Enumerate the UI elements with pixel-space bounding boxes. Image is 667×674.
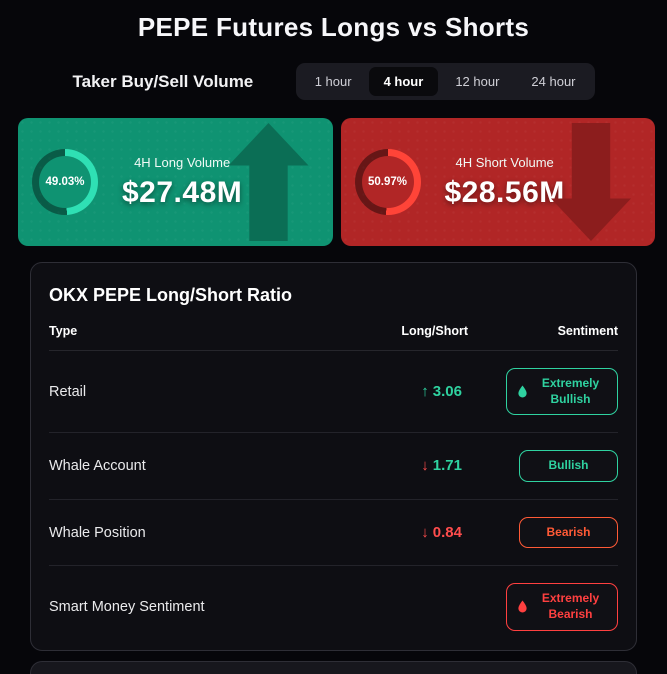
long-volume-text: 4H Long Volume $27.48M	[122, 155, 242, 210]
up-trend-icon: ↑	[421, 383, 429, 401]
sentiment-badge-label: Extremely Bullish	[541, 376, 600, 406]
row-sentiment-cell: Extremely Bullish	[468, 368, 618, 416]
long-volume-label: 4H Long Volume	[134, 154, 231, 170]
long-percent-label: 49.03%	[45, 176, 85, 188]
short-volume-card: 50.97% 4H Short Volume $28.56M	[340, 118, 655, 246]
volume-cards-row: 49.03% 4H Long Volume $27.48M 50.97% 4H …	[18, 118, 655, 246]
row-type-label: Whale Position	[49, 524, 146, 541]
tab-1-hour[interactable]: 1 hour	[314, 74, 352, 89]
row-ratio-value: ↑ 3.06	[338, 383, 468, 400]
table-row-smart-money: Smart Money Sentiment Extremely Bearish	[49, 566, 618, 647]
tab-4-hour[interactable]: 4 hour	[368, 67, 439, 96]
ratio-number: 3.06	[432, 383, 462, 401]
long-donut-chart: 49.03%	[32, 149, 98, 215]
ratio-number: 1.71	[432, 457, 462, 475]
ratio-number: 0.84	[432, 524, 462, 542]
table-header-row: Type Long/Short Sentiment	[49, 324, 618, 351]
column-header-type: Type	[49, 324, 78, 338]
timeframe-tab-group: 1 hour 4 hour 12 hour 24 hour	[295, 63, 595, 100]
taker-volume-label: Taker Buy/Sell Volume	[72, 71, 254, 91]
tab-24-hour[interactable]: 24 hour	[531, 74, 576, 89]
row-type-label: Retail	[49, 383, 87, 400]
sentiment-badge: Extremely Bullish	[506, 368, 618, 416]
column-header-long-short: Long/Short	[401, 324, 468, 338]
row-type-label: Smart Money Sentiment	[49, 598, 205, 615]
tab-12-hour[interactable]: 12 hour	[455, 74, 500, 89]
row-sentiment-cell: Bearish	[468, 516, 618, 549]
ratio-panel: OKX PEPE Long/Short Ratio Type Long/Shor…	[30, 262, 637, 651]
down-trend-icon: ↓	[421, 524, 429, 542]
short-volume-label: 4H Short Volume	[455, 154, 554, 170]
short-volume-value: $28.56M	[444, 175, 565, 209]
column-header-sentiment: Sentiment	[557, 324, 618, 338]
short-donut-chart: 50.97%	[354, 149, 421, 215]
row-sentiment-cell: Bullish	[468, 450, 618, 482]
table-row-retail: Retail ↑ 3.06 Extremely Bullish	[49, 351, 618, 434]
ratio-panel-title: OKX PEPE Long/Short Ratio	[49, 285, 293, 305]
sentiment-badge: Bearish	[519, 516, 618, 549]
next-panel-peek	[30, 660, 637, 674]
droplet-icon	[518, 385, 527, 398]
row-ratio-value: ↓ 0.84	[338, 524, 468, 541]
table-row-whale-position: Whale Position ↓ 0.84 Bearish	[49, 500, 618, 567]
row-ratio-value: ↓ 1.71	[338, 457, 468, 474]
page-title: PEPE Futures Longs vs Shorts	[137, 12, 530, 42]
controls-row: Taker Buy/Sell Volume 1 hour 4 hour 12 h…	[73, 63, 595, 100]
short-volume-text: 4H Short Volume $28.56M	[445, 155, 565, 210]
table-row-whale-account: Whale Account ↓ 1.71 Bullish	[49, 433, 618, 500]
sentiment-badge: Bullish	[519, 450, 618, 482]
row-type-label: Whale Account	[49, 457, 146, 474]
long-volume-value: $27.48M	[122, 175, 243, 209]
sentiment-badge-label: Bearish	[546, 524, 591, 539]
down-trend-icon: ↓	[421, 457, 429, 475]
sentiment-badge-label: Extremely Bearish	[541, 591, 600, 621]
short-percent-label: 50.97%	[367, 176, 407, 188]
sentiment-badge-label: Bullish	[548, 458, 589, 473]
sentiment-badge: Extremely Bearish	[506, 583, 618, 631]
droplet-icon	[518, 601, 527, 613]
row-sentiment-cell: Extremely Bearish	[468, 583, 618, 631]
long-volume-card: 49.03% 4H Long Volume $27.48M	[18, 118, 333, 246]
